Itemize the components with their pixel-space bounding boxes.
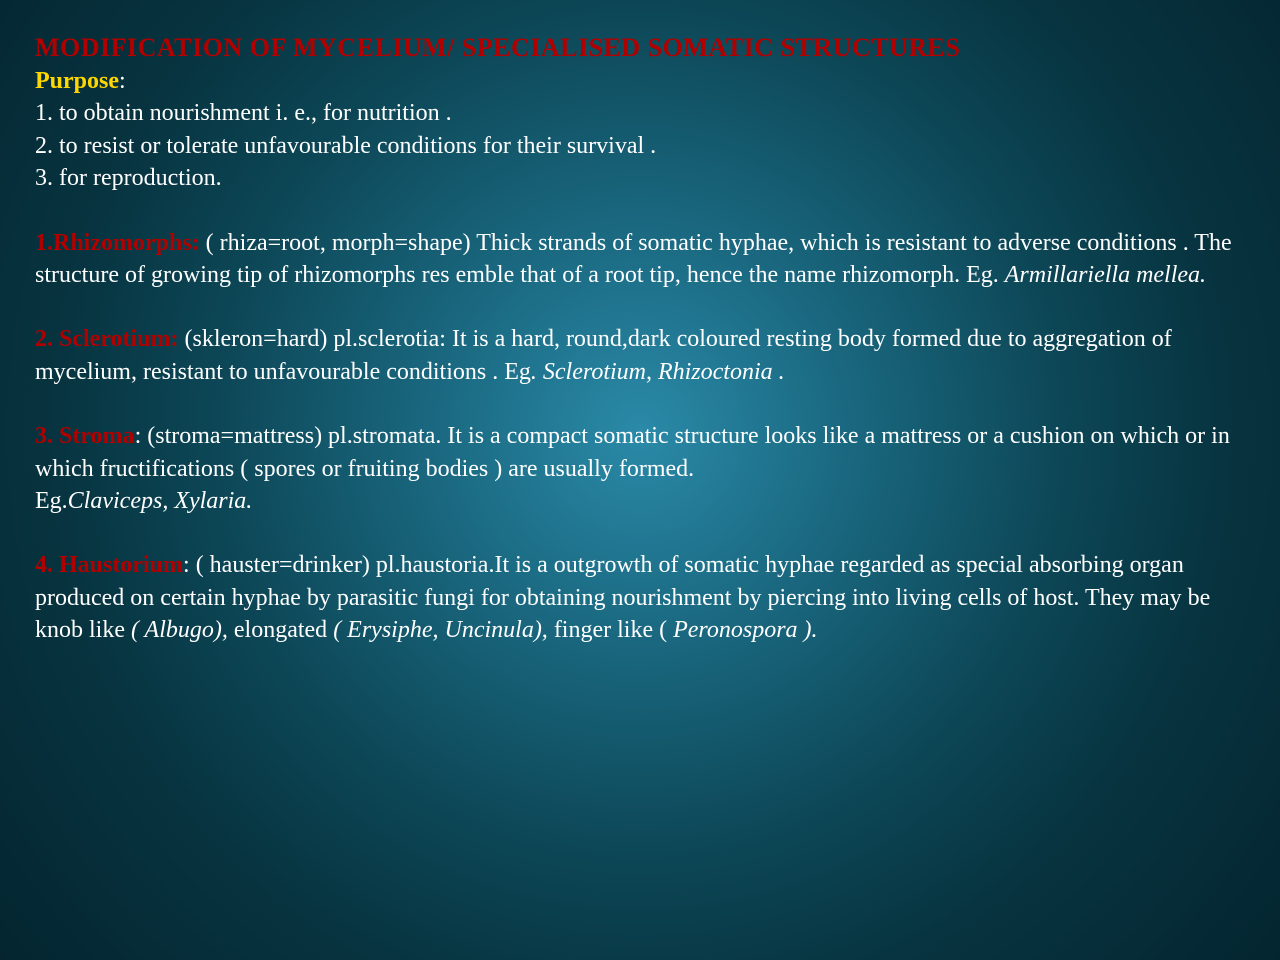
section-3-eg-italic: Claviceps, Xylaria. <box>68 488 253 514</box>
section-3-body: (stroma=mattress) pl.stromata. It is a c… <box>35 423 1230 481</box>
section-1-label: 1.Rhizomorphs: <box>35 230 200 256</box>
spacer <box>35 195 1245 227</box>
spacer <box>35 291 1245 323</box>
section-3-label: 3. Stroma <box>35 423 135 449</box>
section-1: 1.Rhizomorphs: ( rhiza=root, morph=shape… <box>35 227 1245 292</box>
purpose-item-2: 2. to resist or tolerate unfavourable co… <box>35 130 1245 162</box>
spacer <box>35 517 1245 549</box>
section-2: 2. Sclerotium: (skleron=hard) pl.sclerot… <box>35 323 1245 388</box>
section-3: 3. Stroma: (stroma=mattress) pl.stromata… <box>35 420 1245 485</box>
section-4: 4. Haustorium: ( hauster=drinker) pl.hau… <box>35 549 1245 646</box>
slide-title: MODIFICATION OF MYCELIUM/ SPECIALISED SO… <box>35 30 1245 65</box>
purpose-label: Purpose <box>35 68 119 94</box>
spacer <box>35 388 1245 420</box>
section-4-examples: ( Albugo), elongated ( Erysiphe, Uncinul… <box>131 617 818 643</box>
section-2-example: . Sclerotium, Rhizoctonia . <box>531 359 785 385</box>
purpose-colon: : <box>119 68 126 94</box>
purpose-line: Purpose: <box>35 65 1245 97</box>
section-4-label: 4. Haustorium <box>35 552 183 578</box>
section-3-eg: Eg.Claviceps, Xylaria. <box>35 485 1245 517</box>
purpose-item-1: 1. to obtain nourishment i. e., for nutr… <box>35 97 1245 129</box>
section-1-example: Armillariella mellea. <box>1005 262 1206 288</box>
section-3-eg-prefix: Eg. <box>35 488 68 514</box>
slide-content: MODIFICATION OF MYCELIUM/ SPECIALISED SO… <box>35 30 1245 647</box>
section-2-label: 2. Sclerotium: <box>35 326 179 352</box>
section-4-label-tail: : <box>183 552 190 578</box>
purpose-item-3: 3. for reproduction. <box>35 162 1245 194</box>
